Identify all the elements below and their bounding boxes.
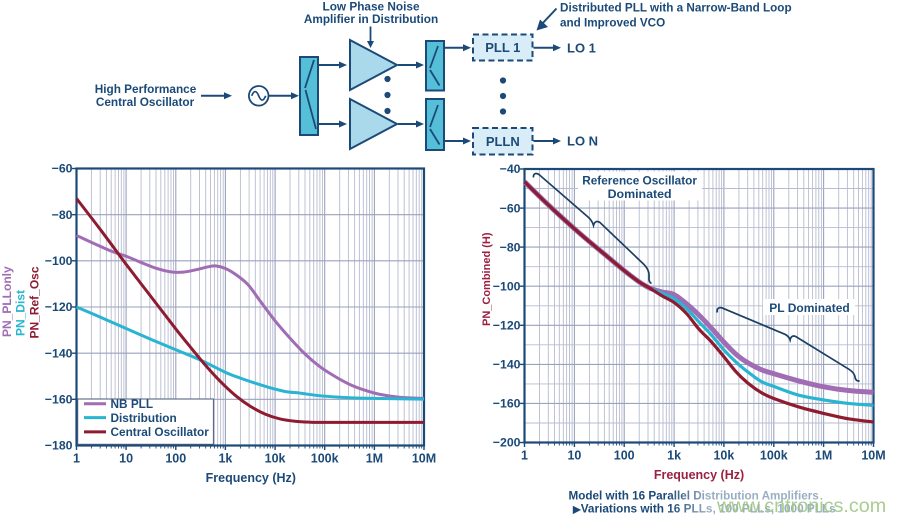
svg-text:Distributed PLL with a Narrow-: Distributed PLL with a Narrow-Band Loop xyxy=(560,2,792,15)
svg-text:−60: −60 xyxy=(52,162,73,176)
svg-text:−200: −200 xyxy=(493,436,521,450)
svg-text:Reference Oscillator: Reference Oscillator xyxy=(582,174,697,188)
svg-text:PLL 1: PLL 1 xyxy=(485,40,520,55)
svg-text:High Performance: High Performance xyxy=(95,82,197,96)
svg-text:Distribution: Distribution xyxy=(111,411,177,425)
svg-text:1M: 1M xyxy=(815,449,832,463)
svg-text:100k: 100k xyxy=(760,449,788,463)
svg-text:−60: −60 xyxy=(500,201,521,215)
svg-text:PN_Dist: PN_Dist xyxy=(14,290,28,336)
svg-text:1k: 1k xyxy=(218,452,232,466)
svg-text:PN_Ref_Osc: PN_Ref_Osc xyxy=(28,266,42,338)
svg-text:Central Oscillator: Central Oscillator xyxy=(111,425,210,439)
svg-text:100k: 100k xyxy=(311,452,339,466)
svg-text:−40: −40 xyxy=(500,162,521,176)
svg-text:10k: 10k xyxy=(713,449,734,463)
svg-text:and Improved VCO: and Improved VCO xyxy=(560,17,665,30)
svg-text:−100: −100 xyxy=(493,279,521,293)
svg-text:1k: 1k xyxy=(667,449,681,463)
svg-text:1: 1 xyxy=(521,449,528,463)
svg-text:−140: −140 xyxy=(45,346,73,360)
svg-text:Frequency (Hz): Frequency (Hz) xyxy=(654,468,744,482)
svg-text:10: 10 xyxy=(567,449,581,463)
svg-text:10k: 10k xyxy=(265,452,286,466)
svg-text:−80: −80 xyxy=(52,208,73,222)
svg-text:100: 100 xyxy=(614,449,635,463)
svg-text:10: 10 xyxy=(119,452,133,466)
svg-text:PN_PLLonly: PN_PLLonly xyxy=(0,266,14,337)
svg-text:100: 100 xyxy=(165,452,186,466)
svg-text:1: 1 xyxy=(73,452,80,466)
svg-text:1M: 1M xyxy=(366,452,383,466)
svg-text:PLLN: PLLN xyxy=(486,134,520,149)
svg-text:Central Oscillator: Central Oscillator xyxy=(96,95,195,109)
svg-text:NB PLL: NB PLL xyxy=(111,397,154,411)
svg-text:−80: −80 xyxy=(500,240,521,254)
svg-text:−120: −120 xyxy=(493,319,521,333)
svg-text:Low Phase Noise: Low Phase Noise xyxy=(322,0,419,14)
svg-text:−140: −140 xyxy=(493,358,521,372)
svg-text:LO 1: LO 1 xyxy=(567,40,596,55)
svg-text:10M: 10M xyxy=(861,449,885,463)
svg-text:Amplifier in Distribution: Amplifier in Distribution xyxy=(304,12,438,26)
svg-text:−160: −160 xyxy=(493,397,521,411)
svg-text:−160: −160 xyxy=(45,393,73,407)
svg-text:10M: 10M xyxy=(412,452,436,466)
svg-text:PN_Combined (H): PN_Combined (H) xyxy=(481,232,493,326)
svg-text:Dominated: Dominated xyxy=(608,187,672,201)
svg-text:Frequency (Hz): Frequency (Hz) xyxy=(206,471,296,485)
svg-text:−180: −180 xyxy=(45,439,73,453)
svg-text:www.cntronics.com: www.cntronics.com xyxy=(716,495,886,517)
svg-text:−100: −100 xyxy=(45,254,73,268)
svg-text:PL Dominated: PL Dominated xyxy=(769,301,849,315)
svg-text:−120: −120 xyxy=(45,300,73,314)
svg-text:LO N: LO N xyxy=(567,134,598,149)
